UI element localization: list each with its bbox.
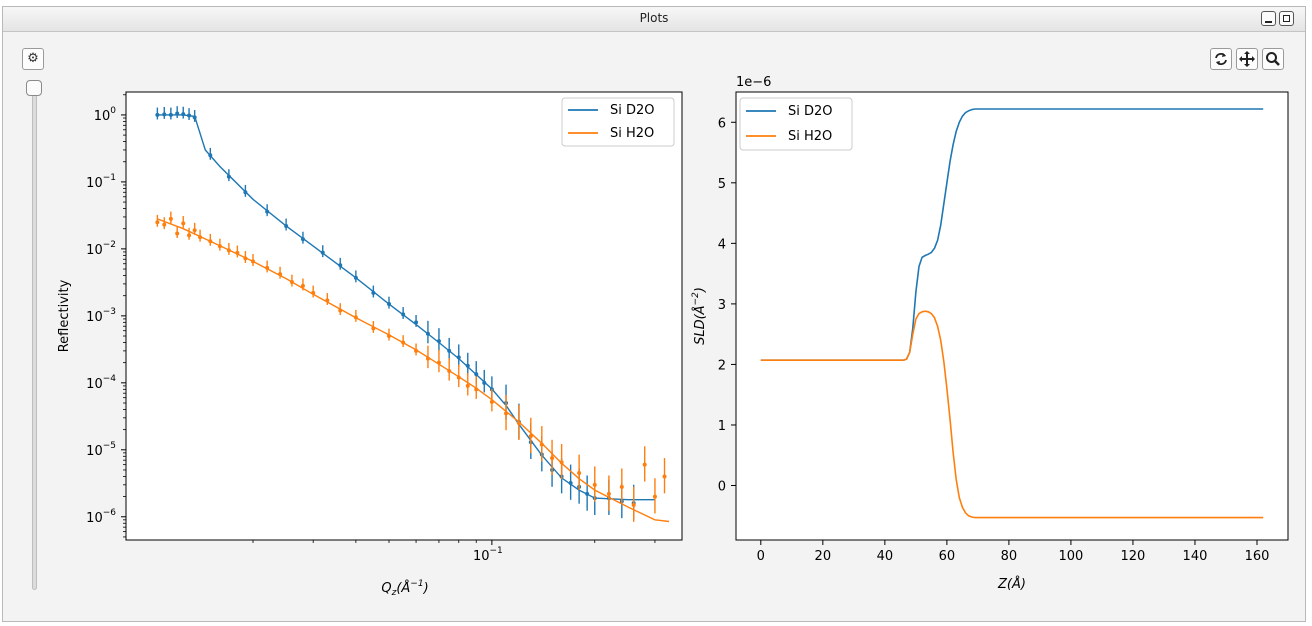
data-point <box>662 474 667 479</box>
right-y-tick-label: 2 <box>718 358 726 373</box>
data-point <box>606 491 611 496</box>
data-point <box>465 383 470 388</box>
maximize-icon[interactable] <box>1279 11 1294 26</box>
data-point <box>175 231 180 236</box>
settings-button[interactable]: ⚙ <box>22 48 44 70</box>
right-plot-area[interactable] <box>735 91 1289 541</box>
data-point <box>631 502 636 507</box>
right-offset-label: 1e−6 <box>736 75 771 90</box>
left-y-tick-label: 10−3 <box>86 307 116 325</box>
refresh-button[interactable] <box>1210 48 1232 70</box>
title-bar[interactable]: Plots <box>3 7 1305 32</box>
pan-button[interactable] <box>1236 48 1258 70</box>
right-x-tick-label: 160 <box>1245 549 1270 564</box>
left-y-tick-label: 10−1 <box>86 173 116 191</box>
right-y-tick-label: 1 <box>718 419 726 434</box>
sld-line-0 <box>760 108 1264 361</box>
refresh-icon <box>1215 53 1227 65</box>
data-point <box>181 221 186 226</box>
fit-line <box>157 218 670 523</box>
data-point <box>155 112 160 117</box>
data-point <box>619 484 624 489</box>
left-ylabel: Reflectivity <box>57 279 72 352</box>
left-y-tick-label: 10−6 <box>86 508 116 526</box>
data-point <box>652 494 657 499</box>
zoom-icon <box>1266 52 1280 66</box>
data-point <box>300 283 305 288</box>
right-x-tick-label: 140 <box>1183 549 1208 564</box>
window-title: Plots <box>639 11 669 25</box>
right-ylabel: SLD(Å−2) <box>691 287 708 345</box>
data-point <box>642 462 647 467</box>
minimize-icon[interactable] <box>1261 11 1276 26</box>
legend-label-d2o: Si D2O <box>788 104 833 119</box>
right-y-tick-label: 5 <box>718 177 726 192</box>
gear-icon: ⚙ <box>27 51 39 66</box>
sld-line-1 <box>760 310 1264 519</box>
right-x-tick-label: 100 <box>1059 549 1084 564</box>
right-legend: Si D2O Si H2O <box>739 97 853 151</box>
right-y-tick-label: 0 <box>718 480 726 495</box>
data-point <box>192 228 197 233</box>
right-x-tick-label: 120 <box>1121 549 1146 564</box>
legend-label-d2o: Si D2O <box>610 103 655 118</box>
legend-label-h2o: Si H2O <box>610 126 654 141</box>
data-point <box>550 456 555 461</box>
fit-line <box>157 114 655 501</box>
data-point <box>168 216 173 221</box>
data-point <box>528 434 533 439</box>
right-x-tick-label: 40 <box>877 549 894 564</box>
data-point <box>162 222 167 227</box>
left-y-tick-label: 10−4 <box>86 374 116 392</box>
right-xlabel: Z(Å) <box>997 576 1026 592</box>
right-x-tick-label: 60 <box>939 549 956 564</box>
pan-icon <box>1239 51 1255 67</box>
vertical-slider-handle[interactable] <box>26 80 42 96</box>
data-point <box>187 233 192 238</box>
left-series-1 <box>155 211 670 523</box>
left-x-tick-label: 10−1 <box>473 546 503 564</box>
data-point <box>592 482 597 487</box>
right-x-tick-label: 80 <box>1001 549 1018 564</box>
data-point <box>155 220 160 225</box>
left-y-tick-label: 10−5 <box>86 441 116 459</box>
data-point <box>577 471 582 476</box>
zoom-button[interactable] <box>1262 48 1284 70</box>
right-x-tick-label: 0 <box>757 549 765 564</box>
legend-label-h2o: Si H2O <box>788 129 832 144</box>
left-y-tick-label: 10−2 <box>86 240 116 258</box>
left-y-tick-label: 100 <box>94 106 117 124</box>
right-x-tick-label: 20 <box>815 549 832 564</box>
right-y-tick-label: 4 <box>718 237 726 252</box>
left-legend: Si D2O Si H2O <box>561 97 675 147</box>
left-xlabel: Qz(Å−1) <box>381 579 428 598</box>
right-y-tick-label: 6 <box>718 116 726 131</box>
right-y-tick-label: 3 <box>718 298 726 313</box>
